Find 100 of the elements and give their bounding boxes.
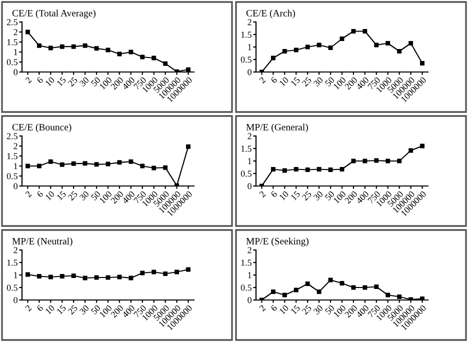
point (351, 29, 356, 34)
point (386, 158, 390, 164)
point (174, 270, 180, 274)
point (48, 159, 53, 164)
chart-title: MP/E (Neutral) (12, 238, 72, 246)
x-tick-label: 200 (110, 190, 124, 204)
y-tick-label: 0 (14, 297, 18, 304)
x-tick-label: 100 (333, 190, 346, 204)
point (186, 267, 190, 272)
y-tick-label: 1.5 (7, 260, 18, 266)
x-tick-label: 15 (290, 190, 300, 200)
x-tick-label: 25 (302, 304, 312, 315)
point (408, 148, 414, 153)
point (374, 158, 379, 163)
x-tick-label: 30 (313, 190, 324, 201)
point (316, 167, 322, 172)
x-tick-label: 6 (36, 304, 44, 312)
x-tick-label: 15 (290, 304, 300, 314)
x-tick-label: 50 (90, 76, 101, 87)
x-tick-label: 50 (90, 190, 101, 201)
x-tick-label: 400 (356, 76, 370, 90)
x-tick-label: 6 (36, 190, 44, 198)
y-tick-label: 1.5 (241, 146, 252, 152)
point (282, 168, 287, 173)
y-tick-label: 2 (248, 19, 252, 26)
x-tick-label: 200 (344, 76, 358, 90)
point (128, 276, 134, 280)
point (420, 296, 424, 300)
point (397, 49, 402, 54)
chart-title: MP/E (Seeking) (246, 238, 308, 246)
y-tick-label: 0 (248, 183, 252, 190)
x-tick-label: 25 (68, 304, 78, 315)
x-tick-label: 30 (79, 304, 90, 315)
y-tick-label: 1 (14, 49, 18, 56)
chart-title: CE/E (Total Average) (12, 10, 96, 18)
point (420, 61, 424, 66)
x-tick-label: 200 (110, 76, 124, 90)
y-tick-label: 2 (14, 247, 18, 254)
point (316, 42, 322, 48)
x-tick-label: 10 (45, 304, 55, 314)
point (106, 162, 110, 166)
point (186, 67, 190, 72)
x-tick-label: 200 (344, 190, 358, 204)
x-tick-label: 400 (122, 304, 136, 318)
x-tick-label: 100 (333, 76, 346, 90)
x-tick-label: 50 (324, 76, 335, 87)
point (386, 292, 390, 298)
point (71, 274, 76, 278)
y-tick-label: 1 (14, 272, 18, 278)
x-tick-label: 10 (279, 304, 289, 314)
point (128, 159, 134, 164)
x-tick-label: 200 (344, 304, 358, 318)
x-tick-label: 15 (56, 76, 66, 86)
y-tick-label: 2 (14, 29, 18, 36)
point (36, 43, 42, 48)
y-tick-label: 1 (248, 158, 252, 164)
point (386, 41, 390, 46)
point (282, 292, 287, 298)
point (270, 56, 276, 60)
x-tick-label: 30 (313, 304, 324, 315)
y-tick-label: 1.5 (7, 153, 18, 160)
point (117, 52, 122, 56)
point (340, 281, 344, 286)
point (106, 275, 110, 280)
point (26, 164, 30, 168)
point (397, 158, 402, 164)
point (374, 42, 379, 48)
point (362, 29, 368, 34)
point (140, 54, 145, 60)
y-tick-label: 0 (248, 69, 252, 76)
point (163, 165, 168, 170)
x-tick-label: 6 (36, 76, 44, 84)
x-tick-label: 10 (45, 76, 55, 86)
point (48, 274, 53, 280)
x-tick-label: 25 (302, 76, 312, 87)
point (328, 278, 333, 282)
y-tick-label: 0.5 (6, 59, 18, 66)
point (26, 272, 30, 277)
point (351, 285, 356, 290)
point (36, 164, 42, 168)
x-tick-label: 400 (356, 304, 370, 318)
y-tick-label: 2.5 (6, 19, 18, 26)
point (282, 49, 287, 54)
point (362, 158, 368, 164)
point (128, 50, 134, 54)
point (294, 48, 298, 52)
point (152, 56, 156, 60)
x-tick-label: 15 (290, 76, 300, 86)
point (362, 285, 368, 290)
x-tick-label: 25 (302, 190, 312, 201)
point (420, 144, 424, 148)
point (71, 44, 76, 49)
point (36, 274, 42, 278)
x-tick-label: 50 (324, 190, 335, 201)
y-tick-label: 2 (248, 133, 252, 140)
point (316, 290, 322, 294)
x-tick-label: 50 (324, 304, 335, 315)
x-tick-label: 2 (25, 76, 32, 84)
point (305, 282, 310, 286)
x-tick-label: 50 (90, 304, 101, 315)
